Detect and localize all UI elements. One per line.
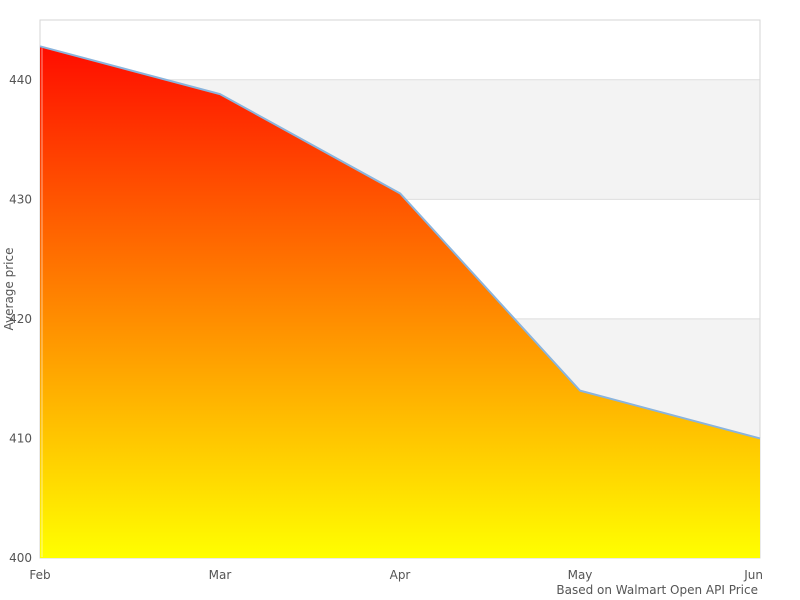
x-tick-label: Apr: [390, 568, 411, 582]
area-series-fill: [40, 46, 760, 559]
y-tick-label: 430: [9, 192, 32, 206]
x-tick-label: Mar: [209, 568, 232, 582]
x-tick-label: Jun: [743, 568, 763, 582]
y-axis-title: Average price: [2, 248, 16, 331]
y-tick-label: 400: [9, 551, 32, 565]
y-tick-label: 410: [9, 431, 32, 445]
y-tick-label: 420: [9, 312, 32, 326]
series-line: [39, 45, 761, 440]
x-tick-label: Feb: [29, 568, 50, 582]
y-tick-label: 440: [9, 73, 32, 87]
chart-caption: Based on Walmart Open API Price: [556, 583, 758, 597]
x-tick-label: May: [568, 568, 593, 582]
y-axis-tick-labels: 400 410 420 430 440: [9, 73, 32, 565]
x-axis-tick-labels: Feb Mar Apr May Jun: [29, 568, 763, 582]
